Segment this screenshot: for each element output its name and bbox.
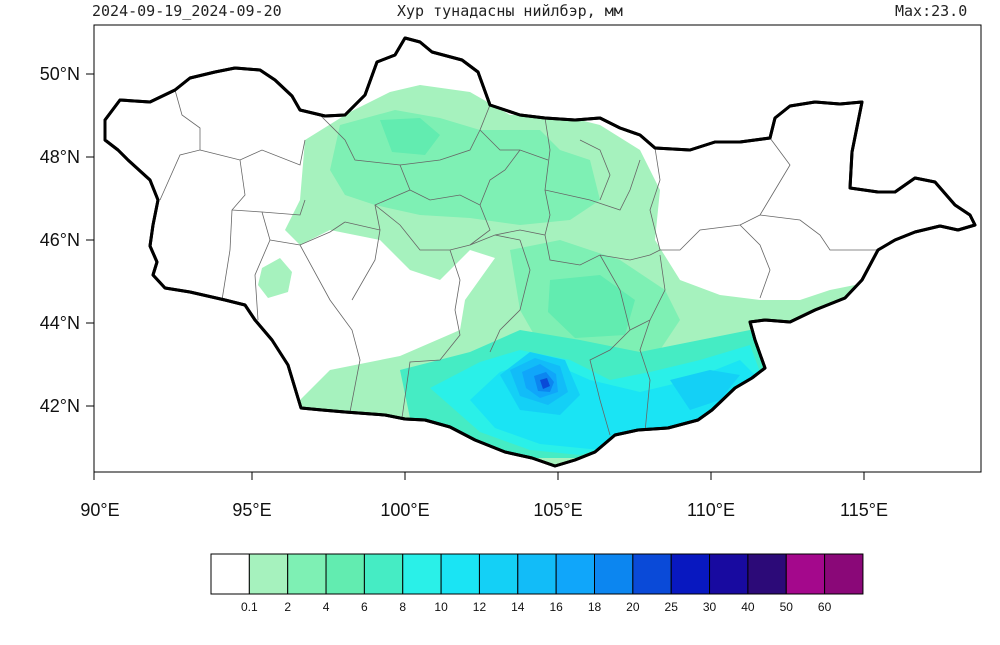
lat-tick-label: 42°N xyxy=(40,396,80,416)
colorbar-swatch xyxy=(402,553,442,595)
colorbar-label: 16 xyxy=(549,600,563,614)
colorbar-swatch xyxy=(440,553,480,595)
colorbar-swatch xyxy=(478,553,519,595)
colorbar-swatch xyxy=(824,553,864,595)
lat-tick-label: 44°N xyxy=(40,313,80,333)
precip-band-12-14-east xyxy=(670,370,740,410)
colorbar-swatch xyxy=(555,553,596,595)
colorbar-label: 6 xyxy=(361,600,368,614)
lon-tick-label: 115°E xyxy=(840,500,888,520)
precip-patch-west xyxy=(258,258,292,298)
colorbar-label: 4 xyxy=(323,600,330,614)
colorbar-label: 60 xyxy=(818,600,832,614)
lat-tick-label: 46°N xyxy=(40,230,80,250)
precip-band-4-6-center xyxy=(548,275,635,338)
colorbar-label: 18 xyxy=(588,600,602,614)
colorbar-label: 30 xyxy=(703,600,717,614)
colorbar-swatch xyxy=(248,553,289,595)
lon-tick-label: 90°E xyxy=(80,500,119,520)
colorbar-label: 12 xyxy=(473,600,487,614)
lon-tick-label: 100°E xyxy=(380,500,429,520)
lon-tick-label: 105°E xyxy=(533,500,582,520)
colorbar-label: 0.1 xyxy=(241,600,258,614)
colorbar-label: 40 xyxy=(741,600,755,614)
axis-ticks xyxy=(86,73,865,480)
colorbar-swatch xyxy=(670,553,711,595)
colorbar-swatch xyxy=(594,553,634,595)
colorbar-label: 25 xyxy=(665,600,679,614)
colorbar-swatch xyxy=(632,553,672,595)
colorbar-swatch xyxy=(747,553,787,595)
map-title: Хур тунадасны нийлбэр, мм xyxy=(397,2,623,20)
colorbar-swatch xyxy=(325,553,365,595)
colorbar: 0.1 2 4 6 8 10 12 14 16 18 20 25 30 40 50 60 xyxy=(210,553,864,614)
colorbar-swatch xyxy=(709,553,749,595)
lon-tick-label: 110°E xyxy=(687,500,735,520)
colorbar-label: 20 xyxy=(626,600,640,614)
mongolia-border xyxy=(103,36,977,468)
colorbar-label: 10 xyxy=(434,600,448,614)
colorbar-label: 50 xyxy=(780,600,794,614)
colorbar-label: 14 xyxy=(511,600,525,614)
precip-band-20-25 xyxy=(540,378,550,389)
date-range-label: 2024-09-19_2024-09-20 xyxy=(92,2,282,20)
colorbar-label: 2 xyxy=(284,600,291,614)
lat-tick-label: 48°N xyxy=(40,147,80,167)
colorbar-swatch xyxy=(363,553,404,595)
colorbar-swatch xyxy=(210,553,250,595)
province-boundaries xyxy=(159,89,878,436)
colorbar-label: 8 xyxy=(399,600,406,614)
colorbar-swatch xyxy=(785,553,826,595)
lat-tick-label: 50°N xyxy=(40,64,80,84)
precip-band-4-6-north xyxy=(380,118,440,155)
lon-tick-label: 95°E xyxy=(232,500,271,520)
colorbar-swatch xyxy=(517,553,557,595)
max-value-label: Max:23.0 xyxy=(895,2,968,20)
colorbar-swatch xyxy=(287,553,327,595)
